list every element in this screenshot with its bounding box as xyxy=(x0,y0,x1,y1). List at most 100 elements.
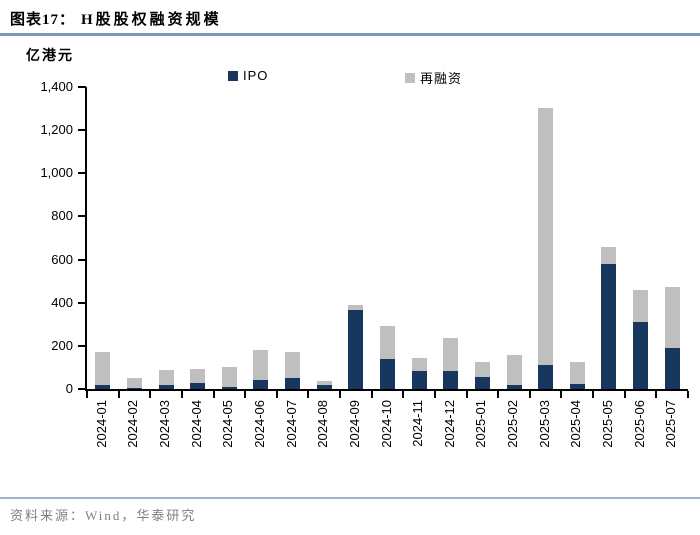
x-axis-label-text: 2024-03 xyxy=(157,400,173,448)
y-axis-tick xyxy=(78,129,86,132)
bar-2024-04-ipo xyxy=(190,382,206,389)
bar-2024-08-ipo xyxy=(316,384,332,389)
y-axis-tick-label: 1,000 xyxy=(40,165,73,181)
figure-number: 图表17： xyxy=(10,12,76,28)
footer-divider xyxy=(0,497,700,499)
x-axis-tick xyxy=(655,391,658,398)
x-axis-tick xyxy=(307,391,310,398)
y-axis-unit-label: 亿港元 xyxy=(26,49,74,64)
bar-2024-09-refinancing xyxy=(348,304,364,311)
y-axis-tick-label: 1,200 xyxy=(40,122,73,138)
x-axis-tick xyxy=(86,391,88,398)
bar-2024-08-refinancing xyxy=(316,381,332,385)
y-axis-tick xyxy=(78,388,86,390)
y-axis-tick-label: 200 xyxy=(51,337,73,353)
y-axis-tick xyxy=(78,258,86,261)
y-axis-tick-label: 1,400 xyxy=(40,79,73,94)
bar-2024-12-refinancing xyxy=(443,338,459,371)
bar-2025-03-refinancing xyxy=(538,107,554,366)
x-axis-tick xyxy=(117,391,120,398)
bar-2024-02-refinancing xyxy=(126,378,142,389)
x-axis-tick xyxy=(275,391,278,398)
x-axis-label-text: 2024-02 xyxy=(125,400,141,448)
bar-2024-06-refinancing xyxy=(253,350,269,381)
bar-2024-10-refinancing xyxy=(380,326,395,359)
x-axis-tick xyxy=(528,391,531,398)
source-note: 资料来源：Wind，华泰研究 xyxy=(10,508,197,523)
bar-2024-09-ipo xyxy=(348,310,364,389)
bar-2024-11-ipo xyxy=(411,370,427,389)
legend-item-refinancing: 再融资 xyxy=(405,68,462,87)
bar-2024-05-ipo xyxy=(221,387,237,389)
x-axis-label-text: 2025-04 xyxy=(568,400,584,448)
y-axis-tick xyxy=(78,301,86,304)
bar-2024-06-ipo xyxy=(253,380,269,389)
bar-2025-07-refinancing xyxy=(664,286,680,349)
y-axis-tick-label: 800 xyxy=(51,208,73,224)
legend-swatch-refinancing xyxy=(405,72,415,83)
bar-2024-05-refinancing xyxy=(221,367,237,388)
x-axis-tick xyxy=(687,391,689,398)
legend-item-ipo: IPO xyxy=(228,68,268,83)
bar-2025-02-refinancing xyxy=(506,354,522,385)
bar-2024-04-refinancing xyxy=(190,369,206,383)
figure-title: H股股权融资规模 xyxy=(81,12,222,28)
bar-2024-01-refinancing xyxy=(95,352,111,385)
bar-2024-11-refinancing xyxy=(411,357,427,371)
bar-2025-04-refinancing xyxy=(569,361,585,385)
bar-2024-02-ipo xyxy=(126,388,142,389)
y-axis-tick-label: 0 xyxy=(65,381,73,396)
bar-2025-03-ipo xyxy=(538,365,554,389)
legend-swatch-ipo xyxy=(228,70,238,81)
bar-2025-06-refinancing xyxy=(633,289,649,323)
x-axis-tick xyxy=(560,391,563,398)
bar-2024-12-ipo xyxy=(443,370,459,389)
legend-label-ipo: IPO xyxy=(243,68,269,83)
bar-2025-02-ipo xyxy=(506,384,522,389)
x-axis-tick xyxy=(592,391,595,398)
x-axis-label-text: 2025-05 xyxy=(599,400,615,448)
x-axis-tick xyxy=(402,391,405,398)
bar-2024-03-ipo xyxy=(158,385,174,389)
plot-area: 0 200 400 600 800 1,000 1,200 1,400 xyxy=(40,80,689,398)
x-axis-label-text: 2024-11 xyxy=(410,400,426,447)
bar-2025-01-ipo xyxy=(474,377,490,389)
bar-2025-06-ipo xyxy=(633,322,649,389)
x-axis-label-text: 2024-12 xyxy=(441,400,457,448)
bar-2025-01-refinancing xyxy=(474,362,490,378)
x-axis-tick xyxy=(149,391,152,398)
bar-2025-05-refinancing xyxy=(601,246,617,264)
page-title: 图表17： H股股权融资规模 xyxy=(10,8,222,29)
x-axis-tick xyxy=(370,391,373,398)
x-axis-label-text: 2025-06 xyxy=(631,400,647,448)
x-axis-tick xyxy=(497,391,500,398)
x-axis-label-text: 2025-01 xyxy=(473,400,489,448)
x-axis-label-text: 2024-10 xyxy=(378,400,394,448)
x-axis-label-text: 2024-09 xyxy=(346,400,362,448)
x-axis-label-text: 2024-04 xyxy=(188,400,204,448)
y-axis-tick xyxy=(78,86,86,88)
x-axis-tick xyxy=(180,391,183,398)
y-axis-tick xyxy=(78,172,86,175)
x-axis-tick xyxy=(212,391,215,398)
bar-2025-04-ipo xyxy=(569,384,585,389)
bar-2024-10-ipo xyxy=(380,358,395,389)
y-axis-tick xyxy=(78,344,86,347)
legend: IPO 再融资 xyxy=(0,68,700,86)
x-axis-label-text: 2024-07 xyxy=(283,400,299,448)
x-axis-label-text: 2024-06 xyxy=(251,400,267,448)
bar-2024-03-refinancing xyxy=(158,369,174,386)
x-axis-label-text: 2024-05 xyxy=(220,400,236,448)
x-axis-label-text: 2025-02 xyxy=(505,400,521,448)
bar-2025-07-ipo xyxy=(664,348,680,389)
bar-2024-07-ipo xyxy=(285,377,301,389)
header-divider xyxy=(0,33,700,36)
x-axis-labels: 2024-01 2024-02 2024-03 2024-04 2024-05 2024-… xyxy=(85,399,686,489)
y-axis-tick-label: 600 xyxy=(51,251,73,267)
y-axis-tick xyxy=(78,215,86,218)
bar-2024-01-ipo xyxy=(95,384,111,389)
x-axis-label-text: 2025-03 xyxy=(536,400,552,448)
x-axis-label-text: 2024-01 xyxy=(93,400,109,448)
x-axis-tick xyxy=(433,391,436,398)
